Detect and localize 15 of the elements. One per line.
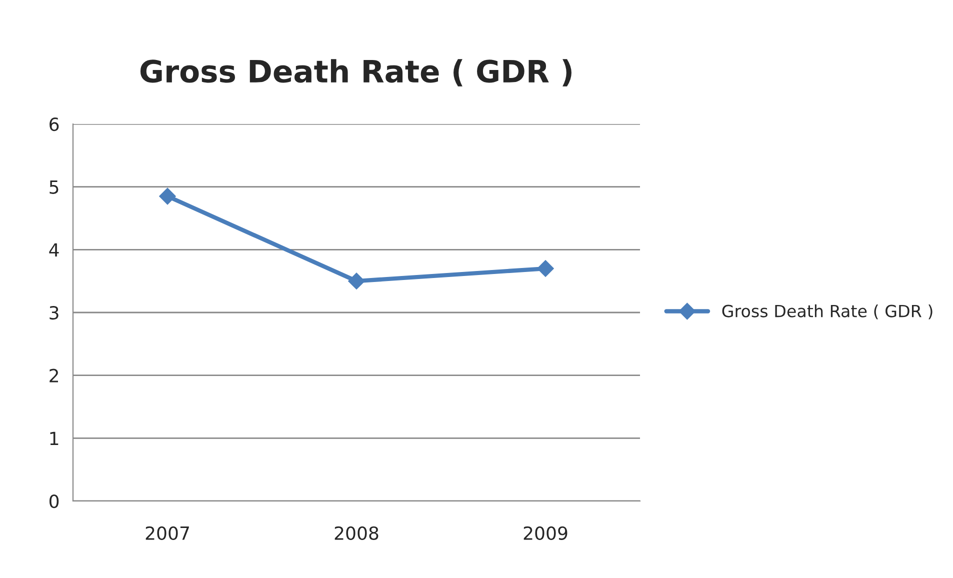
y-tick-label: 3 [50,306,58,320]
legend-label: Gross Death Rate ( GDR ) [722,304,932,320]
point [348,272,365,290]
x-tick-label: 2009 [524,526,568,540]
point [159,188,176,205]
y-tick-label: 0 [50,494,59,508]
y-tick-label: 2 [50,368,58,382]
y-tick-label: 6 [50,117,59,132]
y-tick-label: 5 [50,180,58,194]
y-tick-label: 1 [50,432,58,446]
x-tick-label: 2008 [334,526,378,540]
point [537,260,554,277]
chart-title: Gross Death Rate ( GDR ) [140,59,572,86]
y-tick-label: 4 [49,243,59,257]
x-tick-label: 2007 [146,526,189,540]
